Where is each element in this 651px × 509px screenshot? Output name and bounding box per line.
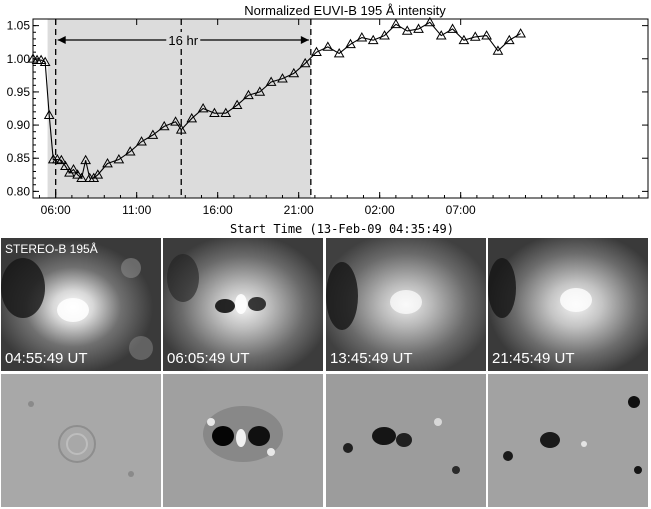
data-point-39 xyxy=(345,38,356,49)
data-point-13 xyxy=(80,154,92,165)
shaded-interval xyxy=(47,19,311,198)
data-point-10 xyxy=(68,163,79,174)
data-point-48 xyxy=(447,23,458,33)
data-point-19 xyxy=(124,146,136,156)
timestamp-label-3: 13:45:49 UT xyxy=(330,350,413,367)
data-point-51 xyxy=(481,30,492,40)
data-point-2 xyxy=(35,54,47,64)
data-point-9 xyxy=(64,167,75,177)
data-point-42 xyxy=(379,30,390,40)
data-point-54 xyxy=(515,28,526,38)
data-point-32 xyxy=(265,76,277,86)
data-point-31 xyxy=(254,86,266,96)
euv-image-4 xyxy=(488,238,648,371)
data-point-15 xyxy=(88,172,100,182)
x-tick-label-3: 21:00 xyxy=(284,203,314,217)
timestamp-label-1: 04:55:49 UT xyxy=(5,350,88,367)
data-point-27 xyxy=(209,107,220,118)
x-tick-label-2: 16:00 xyxy=(203,203,233,217)
data-point-34 xyxy=(288,67,300,78)
data-point-3 xyxy=(39,56,51,66)
x-tick-label-4: 02:00 xyxy=(365,203,395,217)
plot-frame xyxy=(32,18,649,199)
data-point-38 xyxy=(333,47,345,58)
data-point-21 xyxy=(147,129,159,139)
data-point-22 xyxy=(158,120,170,131)
diff-panel-2 xyxy=(163,374,323,507)
data-point-53 xyxy=(503,34,515,45)
y-tick-label-3: 0.95 xyxy=(7,85,31,99)
chart-title: Normalized EUVI-B 195 Å intensity xyxy=(244,3,446,18)
data-point-20 xyxy=(136,136,147,146)
data-point-30 xyxy=(243,89,254,100)
data-point-46 xyxy=(424,16,436,27)
data-point-41 xyxy=(367,34,379,45)
euv-panel-2: 06:05:49 UT xyxy=(163,238,323,371)
data-point-36 xyxy=(311,46,322,57)
data-point-35 xyxy=(299,57,311,68)
data-point-29 xyxy=(231,99,243,110)
data-point-47 xyxy=(435,30,447,40)
data-point-4 xyxy=(43,109,55,120)
data-point-43 xyxy=(390,18,402,29)
data-point-49 xyxy=(458,34,470,45)
diff-image-3 xyxy=(326,374,486,507)
duration-arrow-right-head xyxy=(300,36,309,44)
y-tick-label-0: 0.80 xyxy=(7,184,31,198)
diff-panel-4 xyxy=(488,374,648,507)
x-tick-label-1: 11:00 xyxy=(122,203,151,217)
duration-label: 16 hr xyxy=(168,33,198,48)
data-point-24 xyxy=(175,124,187,134)
data-point-45 xyxy=(413,23,424,33)
data-point-44 xyxy=(401,25,413,35)
data-point-25 xyxy=(186,112,198,123)
timestamp-label-2: 06:05:49 UT xyxy=(167,350,250,367)
x-tick-label-0: 06:00 xyxy=(41,203,71,217)
y-tick-label-1: 0.85 xyxy=(7,151,31,165)
y-tick-label-2: 0.90 xyxy=(7,118,31,132)
y-tick-label-5: 1.05 xyxy=(7,19,31,33)
data-point-12 xyxy=(76,172,87,182)
data-point-50 xyxy=(469,31,481,41)
euv-panel-4: 21:45:49 UT xyxy=(488,238,648,371)
data-point-40 xyxy=(356,32,368,42)
euv-panel-3: 13:45:49 UT xyxy=(326,238,486,371)
data-point-11 xyxy=(72,169,83,179)
data-point-16 xyxy=(92,169,104,179)
diff-image-2 xyxy=(163,374,323,507)
euv-panel-1: STEREO-B 195Å 04:55:49 UT xyxy=(1,238,161,371)
data-point-26 xyxy=(197,102,209,113)
timestamp-label-4: 21:45:49 UT xyxy=(492,350,575,367)
diff-image-4 xyxy=(488,374,648,507)
data-point-17 xyxy=(102,158,113,168)
duration-label-bg xyxy=(166,32,201,48)
data-point-7 xyxy=(55,154,67,165)
data-point-28 xyxy=(220,107,232,118)
diff-image-1 xyxy=(1,374,161,507)
x-axis-label: Start Time (13-Feb-09 04:35:49) xyxy=(230,222,454,236)
y-tick-label-4: 1.00 xyxy=(7,52,31,66)
euv-image-1 xyxy=(1,238,161,371)
diff-panel-1 xyxy=(1,374,161,507)
data-point-37 xyxy=(322,41,334,51)
duration-arrow-left-head xyxy=(57,36,66,44)
x-tick-label-5: 07:00 xyxy=(446,203,476,217)
data-point-23 xyxy=(170,116,181,126)
intensity-chart: Normalized EUVI-B 195 Å intensity 16 hr 0… xyxy=(7,3,649,236)
instrument-label: STEREO-B 195Å xyxy=(5,242,98,256)
data-point-33 xyxy=(277,73,288,83)
data-point-18 xyxy=(113,154,125,164)
data-point-52 xyxy=(492,45,504,55)
data-point-8 xyxy=(60,160,71,171)
euv-image-3 xyxy=(326,238,486,371)
diff-panel-3 xyxy=(326,374,486,507)
euv-image-2 xyxy=(163,238,323,371)
